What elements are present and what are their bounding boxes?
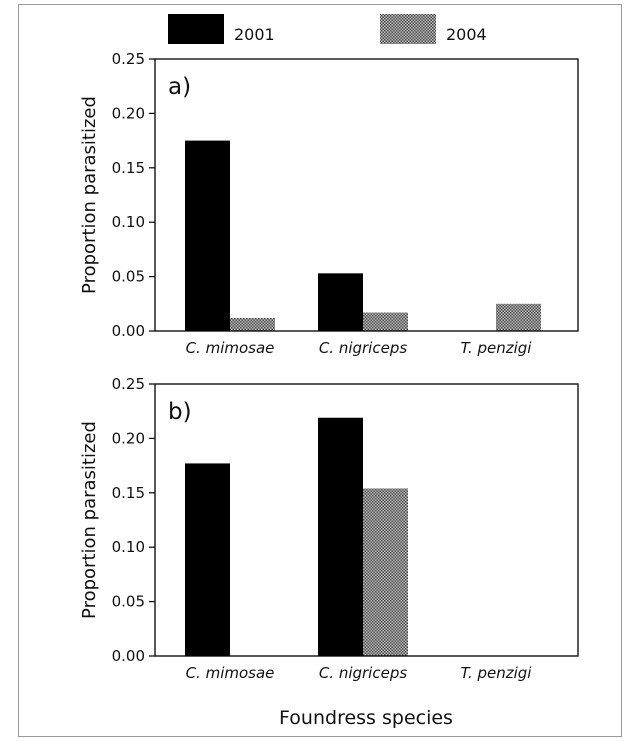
y-axis-title: Proportion parasitized [79,96,100,294]
bar-2001-1 [318,273,363,331]
x-category-label: C. nigriceps [319,339,408,357]
y-tick-label: 0.20 [112,104,145,122]
y-tick-label: 0.25 [112,375,145,393]
y-tick-label: 0.25 [112,50,145,68]
bar-2004-2 [496,304,541,331]
legend-swatch-2004 [380,14,436,44]
x-category-label: C. mimosae [186,339,275,357]
y-tick-label: 0.05 [112,593,145,611]
legend-label-2001: 2001 [234,25,275,44]
bar-2001-0 [185,141,230,331]
legend-swatch-2001 [168,14,224,44]
y-tick-label: 0.15 [112,484,145,502]
x-category-label: T. penzigi [461,339,533,357]
y-tick-label: 0.10 [112,213,145,231]
bar-2004-0 [230,318,275,331]
panel-label: b) [168,399,192,425]
y-tick-label: 0.05 [112,268,145,286]
panel-a: 0.00 0.05 0.10 0.15 0.20 0.25 C. mimosae C. nig… [79,50,578,357]
y-tick-label: 0.15 [112,159,145,177]
y-tick-label: 0.10 [112,538,145,556]
bar-2004-1 [363,488,408,656]
bar-2004-1 [363,313,408,331]
y-tick-label: 0.00 [112,647,145,665]
panel-b: 0.00 0.05 0.10 0.15 0.20 0.25 C. mimosae C. nig… [79,375,578,682]
legend: 2001 2004 [168,14,487,44]
x-category-label: C. nigriceps [319,664,408,682]
y-tick-label: 0.00 [112,322,145,340]
panel-label: a) [168,74,191,100]
x-category-label: T. penzigi [461,664,533,682]
x-category-label: C. mimosae [186,664,275,682]
y-axis-title: Proportion parasitized [79,421,100,619]
bar-2001-0 [185,463,230,656]
x-axis-title: Foundress species [279,707,453,729]
legend-label-2004: 2004 [446,25,487,44]
bar-2001-1 [318,418,363,656]
y-tick-label: 0.20 [112,429,145,447]
